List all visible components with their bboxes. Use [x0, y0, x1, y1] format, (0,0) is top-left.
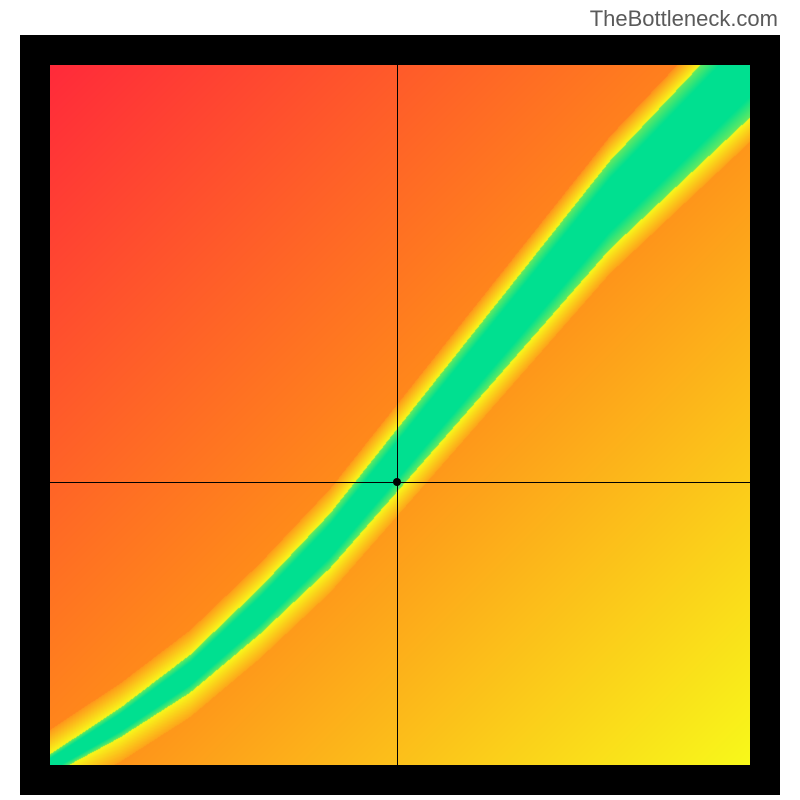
- heatmap-area: [50, 65, 750, 765]
- heatmap-canvas: [50, 65, 750, 765]
- chart-outer-frame: [20, 35, 780, 795]
- chart-container: TheBottleneck.com: [0, 0, 800, 800]
- watermark-text: TheBottleneck.com: [590, 6, 778, 32]
- crosshair-vertical: [397, 65, 398, 765]
- marker-dot: [393, 478, 401, 486]
